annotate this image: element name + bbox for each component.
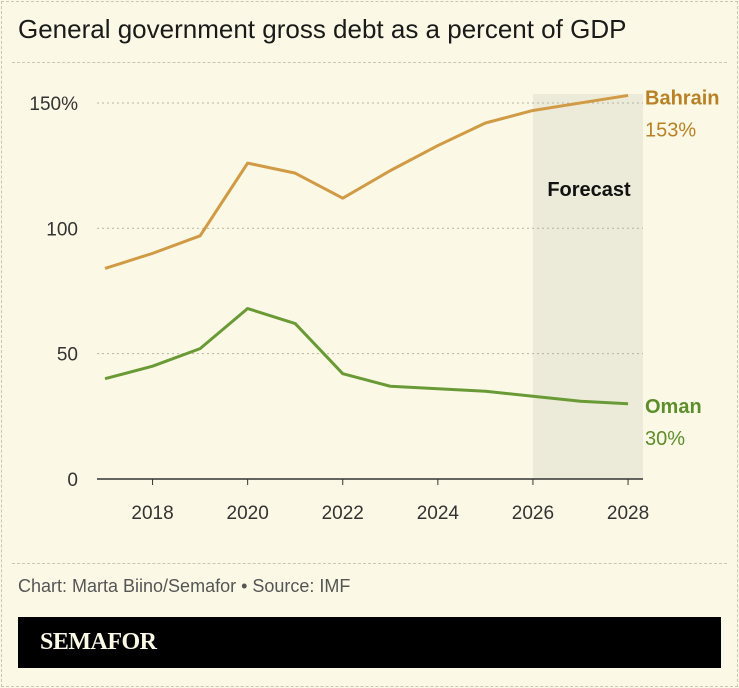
x-tick-label: 2018 [131,503,173,524]
bahrain-end-value: 153% [645,119,696,141]
x-tick-label: 2024 [417,503,460,524]
divider [12,62,727,63]
bahrain-series-label: Bahrain [645,87,719,109]
x-tick-label: 2022 [322,503,364,524]
chart-title: General government gross debt as a perce… [18,14,627,44]
y-tick-label: 0 [67,470,78,491]
forecast-band [532,94,643,479]
oman-series-label: Oman [645,396,702,418]
x-tick-label: 2026 [512,503,554,524]
bahrain-line [104,93,629,270]
y-tick-label: 100 [46,219,78,240]
x-tick-label: 2020 [227,503,269,524]
semafor-logo: SEMAFOR [40,629,157,655]
line-chart: Forecast 0 50 100 150% 2018 2020 2022 2024 2026 20… [29,87,719,524]
logo-bar: SEMAFOR [18,617,721,668]
x-tick-label: 2028 [607,503,649,524]
forecast-label: Forecast [547,179,631,201]
chart-credit: Chart: Marta Biino/Semafor • Source: IMF [18,576,351,596]
oman-line [104,307,629,406]
oman-end-value: 30% [645,428,685,450]
divider [12,563,727,564]
y-tick-label: 50 [57,345,78,366]
y-tick-label: 150% [29,94,78,115]
